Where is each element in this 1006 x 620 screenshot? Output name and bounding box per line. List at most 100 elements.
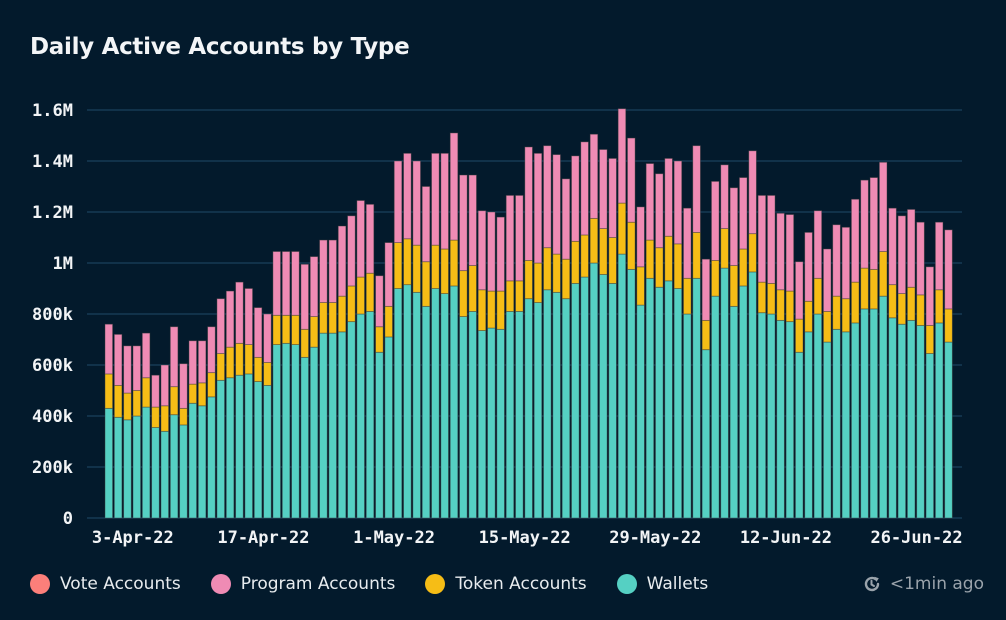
bar-program-accounts[interactable] [552, 154, 561, 255]
bar-program-accounts[interactable] [197, 340, 207, 384]
bar-token-accounts[interactable] [841, 298, 851, 333]
bar-token-accounts[interactable] [683, 277, 692, 315]
bar-program-accounts[interactable] [347, 215, 356, 287]
bar-stack[interactable] [711, 180, 720, 519]
bar-wallets[interactable] [841, 331, 851, 519]
bar-stack[interactable] [916, 221, 925, 519]
bar-token-accounts[interactable] [580, 234, 589, 278]
bar-wallets[interactable] [636, 304, 645, 519]
bar-program-accounts[interactable] [505, 195, 515, 282]
bar-wallets[interactable] [197, 405, 207, 519]
bar-token-accounts[interactable] [412, 244, 421, 293]
bar-wallets[interactable] [300, 356, 309, 519]
bar-wallets[interactable] [757, 312, 767, 519]
bar-token-accounts[interactable] [169, 386, 179, 416]
bar-token-accounts[interactable] [795, 318, 804, 353]
bar-wallets[interactable] [468, 311, 477, 519]
bar-token-accounts[interactable] [141, 377, 151, 408]
bar-stack[interactable] [160, 364, 169, 519]
bar-wallets[interactable] [683, 313, 692, 519]
bar-stack[interactable] [375, 275, 384, 519]
bar-token-accounts[interactable] [225, 346, 235, 379]
bar-program-accounts[interactable] [440, 152, 449, 250]
bar-token-accounts[interactable] [701, 319, 711, 351]
bar-program-accounts[interactable] [328, 239, 337, 303]
bar-stack[interactable] [412, 160, 421, 519]
bar-wallets[interactable] [785, 321, 795, 519]
bar-program-accounts[interactable] [785, 214, 795, 292]
bar-wallets[interactable] [617, 253, 627, 519]
bar-program-accounts[interactable] [627, 137, 636, 223]
bar-wallets[interactable] [934, 322, 944, 519]
bar-wallets[interactable] [328, 332, 337, 519]
bar-stack[interactable] [561, 178, 571, 519]
bar-wallets[interactable] [524, 298, 533, 519]
bar-wallets[interactable] [906, 319, 916, 519]
bar-token-accounts[interactable] [291, 314, 300, 345]
bar-program-accounts[interactable] [813, 210, 823, 279]
bar-wallets[interactable] [701, 349, 711, 519]
bar-token-accounts[interactable] [403, 238, 412, 286]
bar-stack[interactable] [906, 209, 916, 519]
bar-token-accounts[interactable] [916, 294, 925, 326]
bar-wallets[interactable] [925, 353, 935, 519]
bar-program-accounts[interactable] [934, 221, 944, 291]
bar-stack[interactable] [197, 340, 207, 519]
bar-stack[interactable] [328, 239, 337, 519]
bar-wallets[interactable] [309, 346, 319, 519]
bar-wallets[interactable] [477, 330, 487, 519]
bar-program-accounts[interactable] [496, 216, 505, 292]
bar-wallets[interactable] [244, 373, 253, 519]
bar-program-accounts[interactable] [776, 212, 785, 291]
bar-program-accounts[interactable] [720, 164, 729, 229]
legend-item-program-accounts[interactable]: Program Accounts [210, 574, 395, 594]
bar-program-accounts[interactable] [533, 152, 543, 264]
bar-token-accounts[interactable] [421, 261, 431, 307]
bar-wallets[interactable] [916, 325, 925, 519]
bar-stack[interactable] [636, 206, 645, 519]
bar-stack[interactable] [524, 146, 533, 519]
bar-wallets[interactable] [487, 327, 496, 519]
bar-program-accounts[interactable] [113, 333, 123, 386]
bar-wallets[interactable] [804, 331, 813, 519]
bar-program-accounts[interactable] [543, 145, 552, 249]
bar-wallets[interactable] [253, 381, 263, 519]
bar-stack[interactable] [281, 251, 291, 519]
bar-token-accounts[interactable] [767, 282, 776, 315]
bar-program-accounts[interactable] [617, 108, 627, 204]
bar-token-accounts[interactable] [393, 242, 403, 289]
bar-token-accounts[interactable] [823, 311, 832, 343]
bar-token-accounts[interactable] [328, 302, 337, 334]
bar-stack[interactable] [272, 251, 281, 519]
bar-token-accounts[interactable] [776, 289, 785, 321]
bar-stack[interactable] [925, 266, 935, 519]
bar-stack[interactable] [767, 195, 776, 519]
bar-wallets[interactable] [225, 377, 235, 519]
bar-wallets[interactable] [944, 341, 953, 519]
bar-token-accounts[interactable] [449, 239, 459, 287]
bar-program-accounts[interactable] [300, 263, 309, 330]
bar-program-accounts[interactable] [589, 133, 599, 219]
bar-stack[interactable] [795, 261, 804, 519]
bar-wallets[interactable] [505, 311, 515, 519]
bar-stack[interactable] [319, 239, 328, 519]
bar-program-accounts[interactable] [823, 248, 832, 312]
bar-stack[interactable] [179, 363, 188, 519]
bar-program-accounts[interactable] [767, 195, 776, 284]
bar-program-accounts[interactable] [169, 326, 179, 388]
bar-program-accounts[interactable] [869, 177, 879, 270]
bar-program-accounts[interactable] [804, 231, 813, 302]
bar-stack[interactable] [235, 281, 244, 519]
bar-token-accounts[interactable] [524, 260, 533, 300]
bar-token-accounts[interactable] [561, 258, 571, 300]
bar-wallets[interactable] [151, 427, 160, 519]
bar-wallets[interactable] [412, 291, 421, 519]
bar-wallets[interactable] [589, 262, 599, 519]
bar-wallets[interactable] [627, 268, 636, 519]
bar-program-accounts[interactable] [748, 150, 757, 235]
bar-stack[interactable] [151, 374, 160, 519]
bar-stack[interactable] [785, 214, 795, 519]
bar-token-accounts[interactable] [813, 277, 823, 315]
bar-wallets[interactable] [449, 285, 459, 519]
bar-stack[interactable] [878, 161, 888, 519]
